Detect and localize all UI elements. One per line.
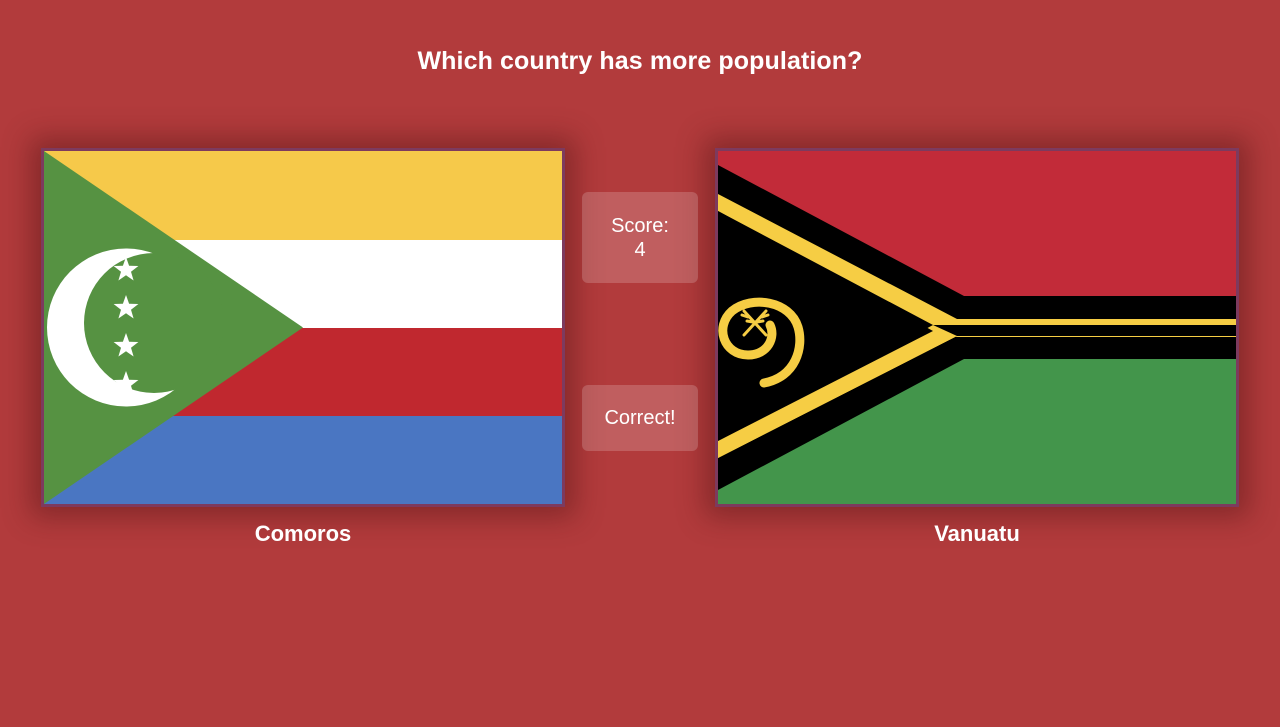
comoros-star-1 xyxy=(113,257,139,281)
vanuatu-black-border xyxy=(718,165,1236,490)
comoros-flag-option[interactable] xyxy=(41,148,565,507)
score-value: 4 xyxy=(634,239,646,261)
score-panel: Score: 4 xyxy=(582,192,698,283)
vanuatu-flag-icon xyxy=(718,151,1236,504)
question-title: Which country has more population? xyxy=(417,47,863,75)
country-name-right: Vanuatu xyxy=(934,521,1020,546)
namele-leaves-emblem xyxy=(740,309,770,337)
vanuatu-yellow-y-lower xyxy=(718,325,957,458)
comoros-star-3 xyxy=(113,333,139,357)
score-label: Score: xyxy=(611,215,669,237)
comoros-stars xyxy=(113,257,139,395)
country-name-left: Comoros xyxy=(254,521,352,546)
vanuatu-flag-option[interactable] xyxy=(715,148,1239,507)
comoros-flag-icon xyxy=(44,151,562,504)
boar-tusk-emblem xyxy=(718,297,805,388)
comoros-crescent-cutout xyxy=(84,253,224,393)
comoros-star-4 xyxy=(113,371,139,395)
feedback-message: Correct! xyxy=(582,385,698,451)
comoros-star-2 xyxy=(113,295,139,319)
